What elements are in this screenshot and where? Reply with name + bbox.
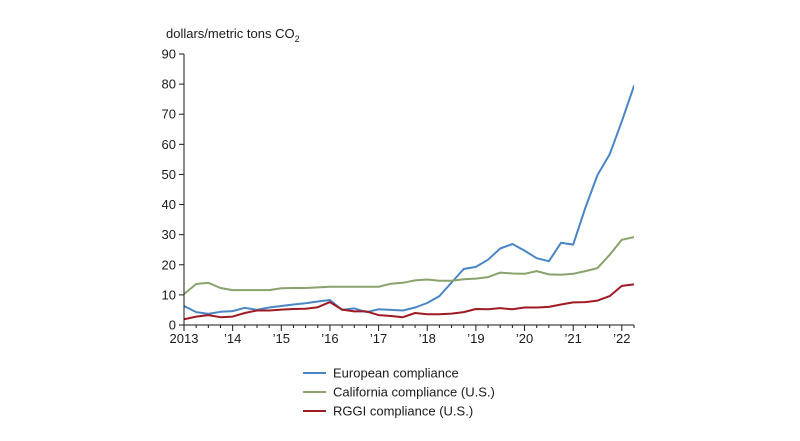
y-axis-unit-label: dollars/metric tons CO2: [166, 26, 300, 44]
x-tick-label: ’22: [613, 331, 630, 346]
y-tick-label: 20: [162, 257, 176, 272]
legend: European compliance California compliance…: [303, 366, 495, 419]
x-tick-label: ’17: [370, 331, 387, 346]
x-tick-label: ’15: [273, 331, 290, 346]
x-tick-label: ’14: [224, 331, 241, 346]
legend-label-european-compliance: European compliance: [333, 366, 459, 381]
y-axis-unit-text: dollars/metric tons CO: [166, 26, 295, 41]
y-tick-label: 90: [162, 47, 176, 62]
y-tick-label: 50: [162, 167, 176, 182]
y-tick-label: 60: [162, 137, 176, 152]
y-axis-unit-subscript: 2: [295, 34, 300, 44]
y-tick-label: 0: [169, 318, 176, 333]
series-line-rggi-compliance-u-s: [184, 283, 634, 321]
series-line-california-compliance-u-s: [184, 236, 634, 295]
y-tick-label: 70: [162, 107, 176, 122]
y-tick-label: 40: [162, 197, 176, 212]
legend-label-rggi-compliance-u-s: RGGI compliance (U.S.): [333, 404, 473, 419]
y-tick-label: 80: [162, 77, 176, 92]
y-axis-ticks: 0 10 20 30 40 50 60 70 80 90: [162, 47, 184, 333]
x-tick-label: 2013: [170, 331, 199, 346]
plot-series: [184, 84, 634, 321]
x-tick-label: ’20: [516, 331, 533, 346]
x-tick-label: ’18: [419, 331, 436, 346]
y-tick-label: 10: [162, 287, 176, 302]
x-tick-label: ’19: [467, 331, 484, 346]
y-tick-label: 30: [162, 227, 176, 242]
x-tick-label: ’16: [321, 331, 338, 346]
x-tick-label: ’21: [565, 331, 582, 346]
legend-label-california-compliance-u-s: California compliance (U.S.): [333, 385, 495, 400]
x-axis-ticks: 2013 ’14 ’15 ’16 ’17 ’18 ’19 ’20 ’21 ’22: [170, 325, 635, 346]
series-line-european-compliance: [184, 84, 634, 315]
